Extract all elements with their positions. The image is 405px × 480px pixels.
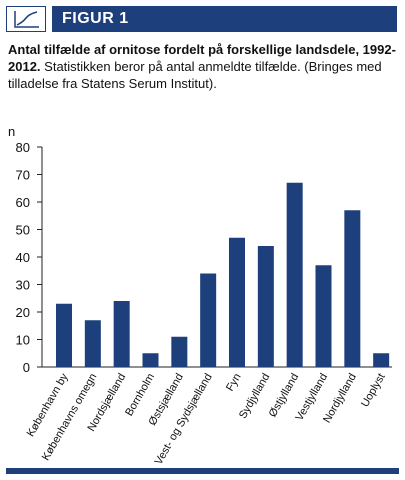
- line-chart-icon: [14, 11, 39, 28]
- y-tick-label: 30: [16, 278, 30, 293]
- bar-10: [315, 265, 332, 367]
- figure-caption: Antal tilfælde af ornitose fordelt på fo…: [8, 41, 400, 92]
- bar-1: [56, 303, 72, 367]
- y-tick-label: 80: [16, 140, 30, 155]
- y-axis-label: n: [8, 124, 15, 139]
- x-tick-label: Vest- og Sydsjælland: [153, 372, 215, 467]
- y-tick-label: 50: [16, 223, 30, 238]
- bar-8: [257, 246, 274, 367]
- figure-label: FIGUR 1: [62, 10, 129, 27]
- y-tick-label: 0: [23, 360, 30, 375]
- bar-12: [373, 353, 390, 367]
- caption-title: Antal tilfælde af ornitose fordelt på fo…: [8, 42, 396, 74]
- y-tick-label: 20: [16, 305, 30, 320]
- y-tick-label: 60: [16, 195, 30, 210]
- y-tick-label: 40: [16, 250, 30, 265]
- figure-icon-box: [6, 6, 46, 32]
- bar-7: [229, 237, 245, 367]
- x-tick-label: Fyn: [224, 372, 244, 394]
- bottom-rule: [6, 468, 399, 474]
- x-tick-label: Uoplyst: [359, 372, 388, 410]
- y-tick-label: 70: [16, 168, 30, 183]
- caption-text: Statistikken beror på antal anmeldte til…: [8, 59, 382, 91]
- figure-header-bar: FIGUR 1: [52, 6, 397, 32]
- y-tick-label: 10: [16, 333, 30, 348]
- bar-5: [171, 336, 188, 367]
- bar-6: [200, 273, 217, 367]
- bar-4: [142, 353, 159, 367]
- bar-9: [286, 182, 303, 367]
- bar-3: [113, 301, 130, 367]
- bar-2: [84, 320, 101, 367]
- bar-11: [344, 210, 361, 367]
